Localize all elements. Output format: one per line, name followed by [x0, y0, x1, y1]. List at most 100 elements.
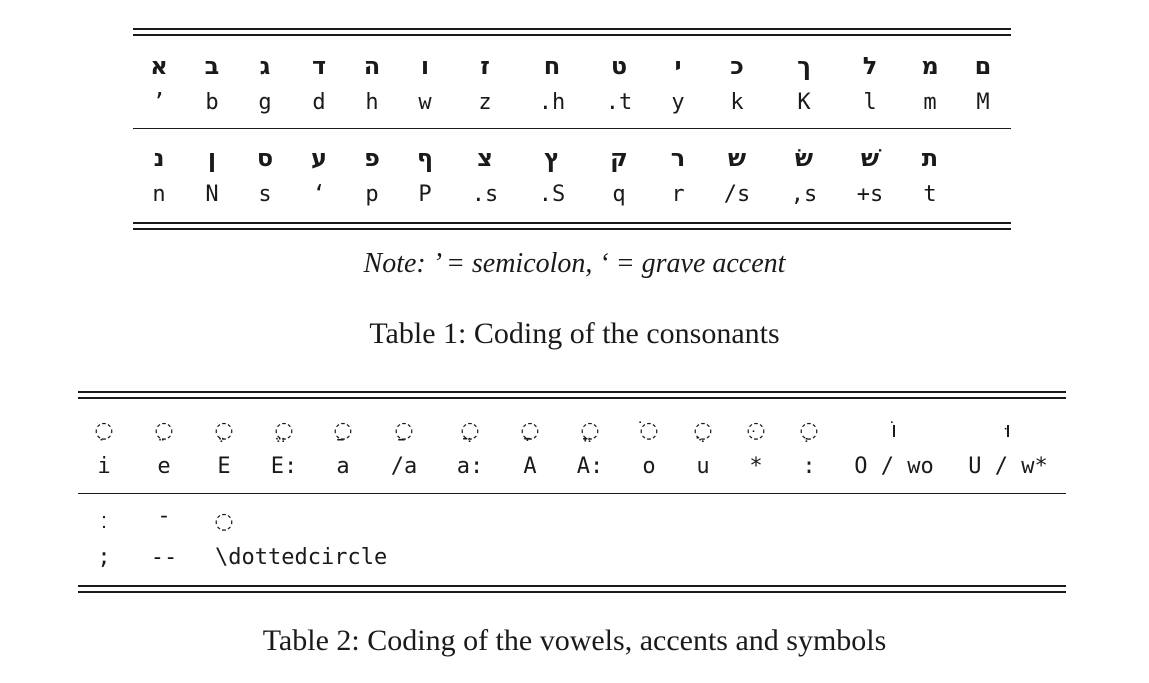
- code-label: p: [365, 182, 379, 207]
- code-label: U / w*: [968, 454, 1048, 479]
- code-label: O / wo: [854, 454, 934, 479]
- code-label: M: [976, 90, 990, 115]
- hebrew-letter: ג: [259, 52, 271, 80]
- code-label: s: [258, 182, 272, 207]
- hebrew-letter: ף: [416, 144, 434, 172]
- qubuts-symbol: ◌ֻ: [693, 418, 713, 443]
- code-label: A: [523, 454, 537, 479]
- hebrew-letter: פ: [364, 144, 380, 172]
- code-label: n: [152, 182, 166, 207]
- sof-pasuq-symbol: ׃: [100, 509, 108, 534]
- hebrew-letter: ל: [862, 52, 878, 80]
- code-label: q: [612, 182, 626, 207]
- hebrew-letter: א: [150, 52, 168, 80]
- code-label: ,s: [790, 182, 818, 207]
- code-label: ’: [152, 90, 166, 115]
- bottom-double-rule-b: [78, 591, 1066, 593]
- top-double-rule-b: [78, 397, 1066, 399]
- code-label: k: [730, 90, 744, 115]
- code-label: /s: [723, 182, 751, 207]
- code-label: m: [923, 90, 937, 115]
- code-label: --: [150, 545, 178, 570]
- code-label: a:: [456, 454, 484, 479]
- code-label: \dottedcircle: [215, 545, 388, 570]
- code-label: h: [365, 90, 379, 115]
- hebrew-letter: ש: [727, 144, 747, 172]
- code-label: E: [217, 454, 231, 479]
- hebrew-letter: כ: [730, 52, 744, 80]
- patah-alt-symbol: ◌ַ: [394, 418, 414, 443]
- hebrew-letter: ן: [207, 144, 217, 172]
- code-label: u: [696, 454, 710, 479]
- hebrew-letter: ם: [974, 52, 992, 80]
- tsere-symbol: ◌ֵ: [154, 418, 174, 443]
- qamats-symbol: ◌ָ: [520, 418, 540, 443]
- code-label: :: [802, 454, 816, 479]
- table-note: Note: ’ = semicolon, ‘ = grave accent: [363, 248, 786, 279]
- hebrew-letter: ק: [610, 144, 628, 172]
- hebrew-letter: ץ: [544, 144, 560, 172]
- code-label: g: [258, 90, 272, 115]
- code-label: .h: [538, 90, 566, 115]
- code-label: ‘: [312, 182, 326, 207]
- code-label: .S: [538, 182, 566, 207]
- hebrew-letter: ח: [543, 52, 561, 80]
- hataf-qamats-symbol: ◌ֳ: [580, 418, 600, 443]
- consonant-table: א ב ג ד ה ו ז ח ט י כ ך ל מ ם ’ b g d h …: [133, 28, 1011, 233]
- top-double-rule-b: [133, 34, 1011, 36]
- segol-symbol: ◌ֶ: [214, 418, 234, 443]
- hebrew-letter: ו: [420, 52, 430, 80]
- code-label: +s: [856, 182, 884, 207]
- bottom-double-rule-b: [133, 228, 1011, 230]
- code-label: E:: [270, 454, 298, 479]
- code-label: y: [671, 90, 685, 115]
- code-label: a: [336, 454, 350, 479]
- holam-symbol: ◌ֹ: [639, 418, 659, 443]
- hebrew-letter: י: [674, 52, 682, 80]
- hebrew-letter: נ: [153, 144, 165, 172]
- code-label: *: [749, 454, 763, 479]
- code-label: i: [97, 454, 111, 479]
- code-label: o: [642, 454, 656, 479]
- top-double-rule-a: [78, 391, 1066, 393]
- vowel-table: ◌ִ ◌ֵ ◌ֶ ◌ֱ ◌ַ ◌ַ ◌ֲ ◌ָ ◌ֳ ◌ֹ ◌ֻ ◌ּ ◌ְ ו…: [78, 391, 1066, 596]
- code-label: .t: [605, 90, 633, 115]
- maqaf-symbol: ־: [160, 509, 168, 534]
- hiriq-symbol: ◌ִ: [94, 418, 114, 443]
- table-1-caption: Table 1: Coding of the consonants: [369, 317, 780, 350]
- hebrew-letter: ס: [256, 144, 274, 172]
- hebrew-letter: ר: [670, 144, 686, 172]
- mid-rule: [78, 493, 1066, 494]
- code-label: l: [863, 90, 877, 115]
- hebrew-letter: ה: [363, 52, 381, 80]
- holam-male-symbol: וֹ: [891, 418, 897, 443]
- hebrew-letter: ז: [480, 52, 490, 80]
- hebrew-letter: ך: [797, 52, 811, 80]
- top-double-rule-a: [133, 28, 1011, 30]
- code-label: t: [923, 182, 937, 207]
- code-label: ;: [97, 545, 111, 570]
- hebrew-letter: ב: [204, 52, 220, 80]
- hataf-patah-symbol: ◌ֲ: [460, 418, 480, 443]
- hebrew-letter: ט: [610, 52, 628, 80]
- hebrew-letter: ת: [921, 144, 939, 172]
- patah-symbol: ◌ַ: [333, 418, 353, 443]
- hebrew-letter: ע: [311, 144, 327, 172]
- hebrew-letter: שׂ: [794, 144, 814, 172]
- dotted-circle-symbol: ◌: [214, 509, 234, 534]
- code-label: r: [671, 182, 685, 207]
- dagesh-symbol: ◌ּ: [746, 418, 766, 443]
- mid-rule: [133, 128, 1011, 129]
- hataf-segol-symbol: ◌ֱ: [274, 418, 294, 443]
- code-label: N: [205, 182, 219, 207]
- code-label: b: [205, 90, 219, 115]
- code-label: w: [418, 90, 432, 115]
- code-label: z: [478, 90, 492, 115]
- hebrew-letter: מ: [921, 52, 939, 80]
- sheva-symbol: ◌ְ: [799, 418, 819, 443]
- bottom-double-rule-a: [78, 585, 1066, 587]
- code-label: /a: [390, 454, 418, 479]
- table-2-caption: Table 2: Coding of the vowels, accents a…: [262, 624, 887, 657]
- code-label: P: [418, 182, 432, 207]
- shuruq-symbol: וּ: [1005, 418, 1011, 443]
